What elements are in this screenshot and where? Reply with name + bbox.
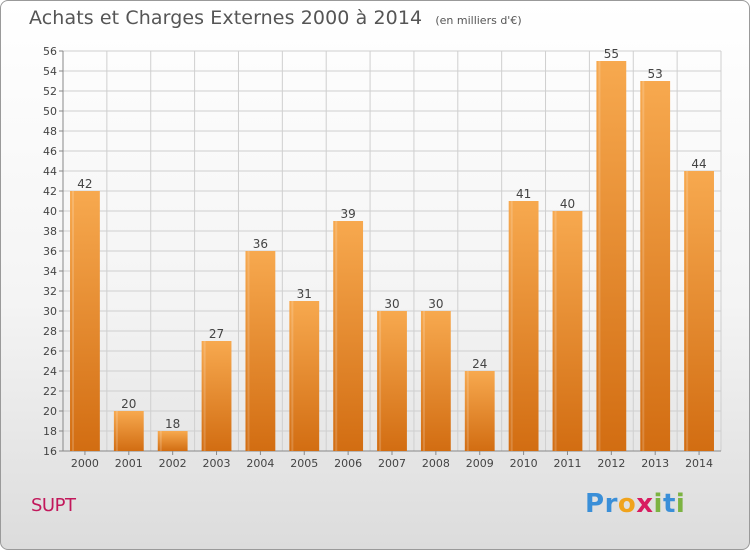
- data-label: 44: [691, 157, 706, 171]
- x-tick-label: 2002: [159, 457, 187, 470]
- x-tick-label: 2007: [378, 457, 406, 470]
- data-label: 18: [165, 417, 180, 431]
- y-tick-label: 28: [43, 325, 57, 338]
- y-tick-label: 16: [43, 445, 57, 458]
- logo-letter: t: [662, 489, 676, 519]
- bar-highlight: [554, 211, 557, 451]
- bar-highlight: [247, 251, 250, 451]
- place-label: SUPT: [31, 495, 76, 516]
- x-tick-label: 2014: [685, 457, 713, 470]
- bar-2009: [464, 371, 495, 451]
- y-tick-label: 18: [43, 425, 57, 438]
- x-tick-label: 2001: [115, 457, 143, 470]
- y-tick-label: 26: [43, 345, 57, 358]
- bar-2003: [201, 341, 232, 451]
- y-tick-label: 50: [43, 105, 57, 118]
- y-tick-label: 38: [43, 225, 57, 238]
- y-tick-label: 20: [43, 405, 57, 418]
- y-tick-label: 24: [43, 365, 57, 378]
- bar-2002: [157, 431, 188, 451]
- bar-highlight: [422, 311, 425, 451]
- logo-letter: i: [675, 489, 686, 519]
- y-tick-label: 54: [43, 65, 57, 78]
- bar-2013: [640, 81, 671, 451]
- x-tick-label: 2006: [334, 457, 362, 470]
- bar-2012: [596, 61, 627, 451]
- data-label: 39: [340, 207, 355, 221]
- data-label: 40: [560, 197, 575, 211]
- y-tick-label: 40: [43, 205, 57, 218]
- x-tick-label: 2005: [290, 457, 318, 470]
- logo-letter: x: [636, 489, 654, 519]
- bar-highlight: [335, 221, 338, 451]
- axes: 16 18 20 22 24 26 28 30 32 34 36 38 40 42 44 46 48 50 52 54…: [43, 45, 721, 470]
- y-tick-label: 34: [43, 265, 57, 278]
- y-tick-label: 36: [43, 245, 57, 258]
- bar-2000: [70, 191, 100, 451]
- bar-highlight: [379, 311, 382, 451]
- chart-title: Achats et Charges Externes 2000 à 2014 (…: [29, 7, 522, 29]
- bar-highlight: [72, 191, 75, 451]
- data-label: 27: [209, 327, 224, 341]
- data-label: 42: [77, 177, 92, 191]
- y-tick-label: 30: [43, 305, 57, 318]
- bar-2007: [377, 311, 407, 451]
- data-label: 31: [297, 287, 312, 301]
- y-tick-label: 46: [43, 145, 57, 158]
- bar-highlight: [598, 61, 601, 451]
- bar-highlight: [159, 431, 162, 451]
- data-label: 55: [604, 47, 619, 61]
- bar-highlight: [510, 201, 513, 451]
- y-tick-label: 56: [43, 45, 57, 58]
- x-tick-label: 2003: [203, 457, 231, 470]
- y-tick-label: 52: [43, 85, 57, 98]
- bar-2004: [245, 251, 276, 451]
- bar-2011: [552, 211, 583, 451]
- logo-letter: P: [585, 489, 605, 519]
- y-tick-label: 44: [43, 165, 57, 178]
- data-label: 24: [472, 357, 487, 371]
- bar-highlight: [115, 411, 118, 451]
- data-label: 30: [384, 297, 399, 311]
- x-tick-label: 2012: [597, 457, 625, 470]
- x-tick-label: 2009: [466, 457, 494, 470]
- data-label: 41: [516, 187, 531, 201]
- logo-letter: r: [604, 489, 618, 519]
- bar-highlight: [686, 171, 689, 451]
- bar-highlight: [203, 341, 206, 451]
- bar-2006: [333, 221, 364, 451]
- x-tick-label: 2013: [641, 457, 669, 470]
- x-tick-label: 2011: [553, 457, 581, 470]
- y-tick-label: 22: [43, 385, 57, 398]
- bar-2008: [420, 311, 451, 451]
- x-tick-label: 2008: [422, 457, 450, 470]
- y-tick-label: 48: [43, 125, 57, 138]
- bar-highlight: [466, 371, 469, 451]
- proxiti-logo[interactable]: Proxiti: [585, 489, 685, 519]
- x-tick-label: 2004: [246, 457, 274, 470]
- data-label: 20: [121, 397, 136, 411]
- y-tick-label: 32: [43, 285, 57, 298]
- data-label: 30: [428, 297, 443, 311]
- data-labels: 42 20 18 27 36 31 39 30 30 24 41 40 55 53 44: [77, 47, 706, 431]
- logo-letter: o: [617, 489, 637, 519]
- bar-2001: [113, 411, 144, 451]
- x-tick-label: 2000: [71, 457, 99, 470]
- chart-title-text: Achats et Charges Externes 2000 à 2014: [29, 7, 423, 29]
- y-tick-label: 42: [43, 185, 57, 198]
- bar-highlight: [642, 81, 645, 451]
- logo-letter: i: [653, 489, 663, 519]
- bars: [70, 61, 714, 451]
- data-label: 53: [648, 67, 663, 81]
- bar-highlight: [291, 301, 294, 451]
- x-tick-label: 2010: [510, 457, 538, 470]
- chart-unit-text: (en milliers d'€): [435, 14, 522, 27]
- bar-2010: [508, 201, 539, 451]
- bar-2014: [684, 171, 714, 451]
- data-label: 36: [253, 237, 268, 251]
- bar-2005: [289, 301, 320, 451]
